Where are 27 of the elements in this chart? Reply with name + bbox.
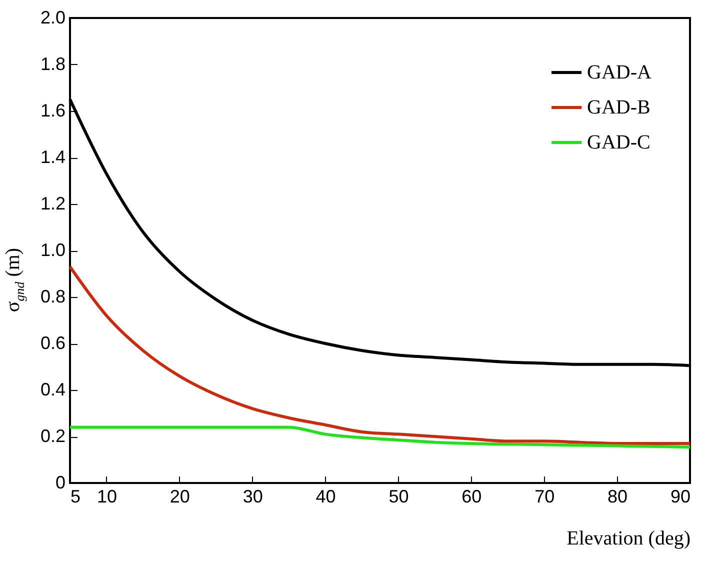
x-tick-label: 20 (170, 486, 190, 506)
y-tick-label: 1.2 (40, 194, 66, 214)
x-tick-label: 70 (534, 486, 555, 506)
y-tick-label: 1.6 (40, 100, 66, 120)
x-axis-title: Elevation (deg) (566, 528, 690, 550)
y-tick-label: 0.4 (40, 380, 66, 400)
y-tick-label: 0.2 (40, 426, 66, 446)
y-tick-label: 0 (55, 472, 66, 492)
legend-label: GAD-C (587, 132, 650, 154)
x-tick-label: 30 (242, 486, 263, 506)
x-tick-label: 5 (70, 486, 81, 506)
x-tick-label: 50 (388, 486, 409, 506)
y-tick-label: 0.6 (40, 333, 66, 353)
line-series (68, 265, 692, 445)
x-tick-label: 40 (316, 486, 336, 506)
x-tick-label: 90 (670, 486, 690, 506)
legend-label: GAD-B (587, 96, 650, 118)
x-tick-label: 10 (96, 486, 117, 506)
x-tick-label: 80 (608, 486, 628, 506)
legend-label: GAD-A (587, 62, 652, 84)
y-tick-label: 1.8 (40, 54, 66, 74)
y-tick-label: 0.8 (40, 286, 66, 306)
y-tick-label: 2.0 (40, 8, 66, 28)
x-tick-label: 60 (462, 486, 482, 506)
y-tick-label: 1.0 (40, 240, 66, 260)
y-tick-label: 1.4 (40, 147, 66, 167)
line-series (68, 426, 692, 448)
